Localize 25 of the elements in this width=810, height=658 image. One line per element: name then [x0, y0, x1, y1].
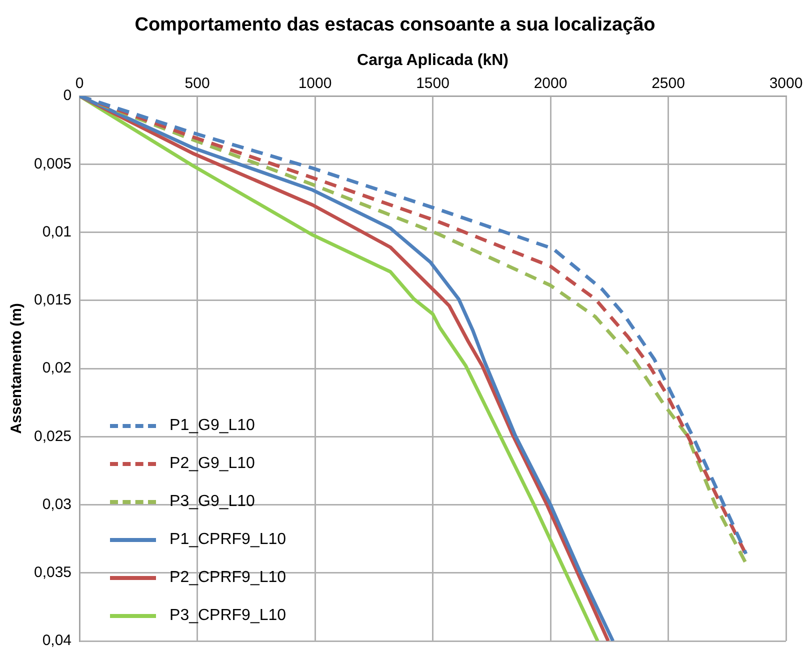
legend-label: P3_G9_L10 — [170, 493, 255, 511]
x-tick-label: 1500 — [416, 75, 450, 92]
chart-title: Comportamento das estacas consoante a sua localização — [134, 14, 656, 36]
y-tick-label: 0,02 — [42, 360, 72, 377]
y-tick-label: 0 — [63, 87, 72, 104]
x-tick-label: 3000 — [769, 75, 803, 92]
legend-label: P1_G9_L10 — [170, 417, 255, 435]
x-tick-label: 2500 — [652, 75, 685, 92]
y-axis-title: Assentamento (m) — [8, 303, 26, 434]
x-tick-label: 2000 — [534, 75, 568, 92]
y-tick-label: 0,035 — [34, 564, 72, 582]
y-tick-label: 0,04 — [42, 632, 72, 650]
legend-label: P2_CPRF9_L10 — [170, 569, 286, 587]
y-tick-label: 0,01 — [42, 223, 72, 240]
y-tick-label: 0,005 — [34, 155, 72, 172]
legend-label: P1_CPRF9_L10 — [170, 531, 286, 549]
legend-label: P3_CPRF9_L10 — [170, 607, 286, 625]
x-tick-label: 1000 — [298, 75, 332, 92]
y-tick-label: 0,03 — [42, 496, 72, 513]
x-tick-label: 0 — [75, 75, 84, 92]
x-axis-title: Carga Aplicada (kN) — [357, 52, 508, 69]
y-tick-label: 0,015 — [34, 292, 72, 309]
x-tick-label: 500 — [184, 75, 210, 92]
y-tick-label: 0,025 — [34, 428, 72, 445]
legend-label: P2_G9_L10 — [170, 455, 255, 473]
